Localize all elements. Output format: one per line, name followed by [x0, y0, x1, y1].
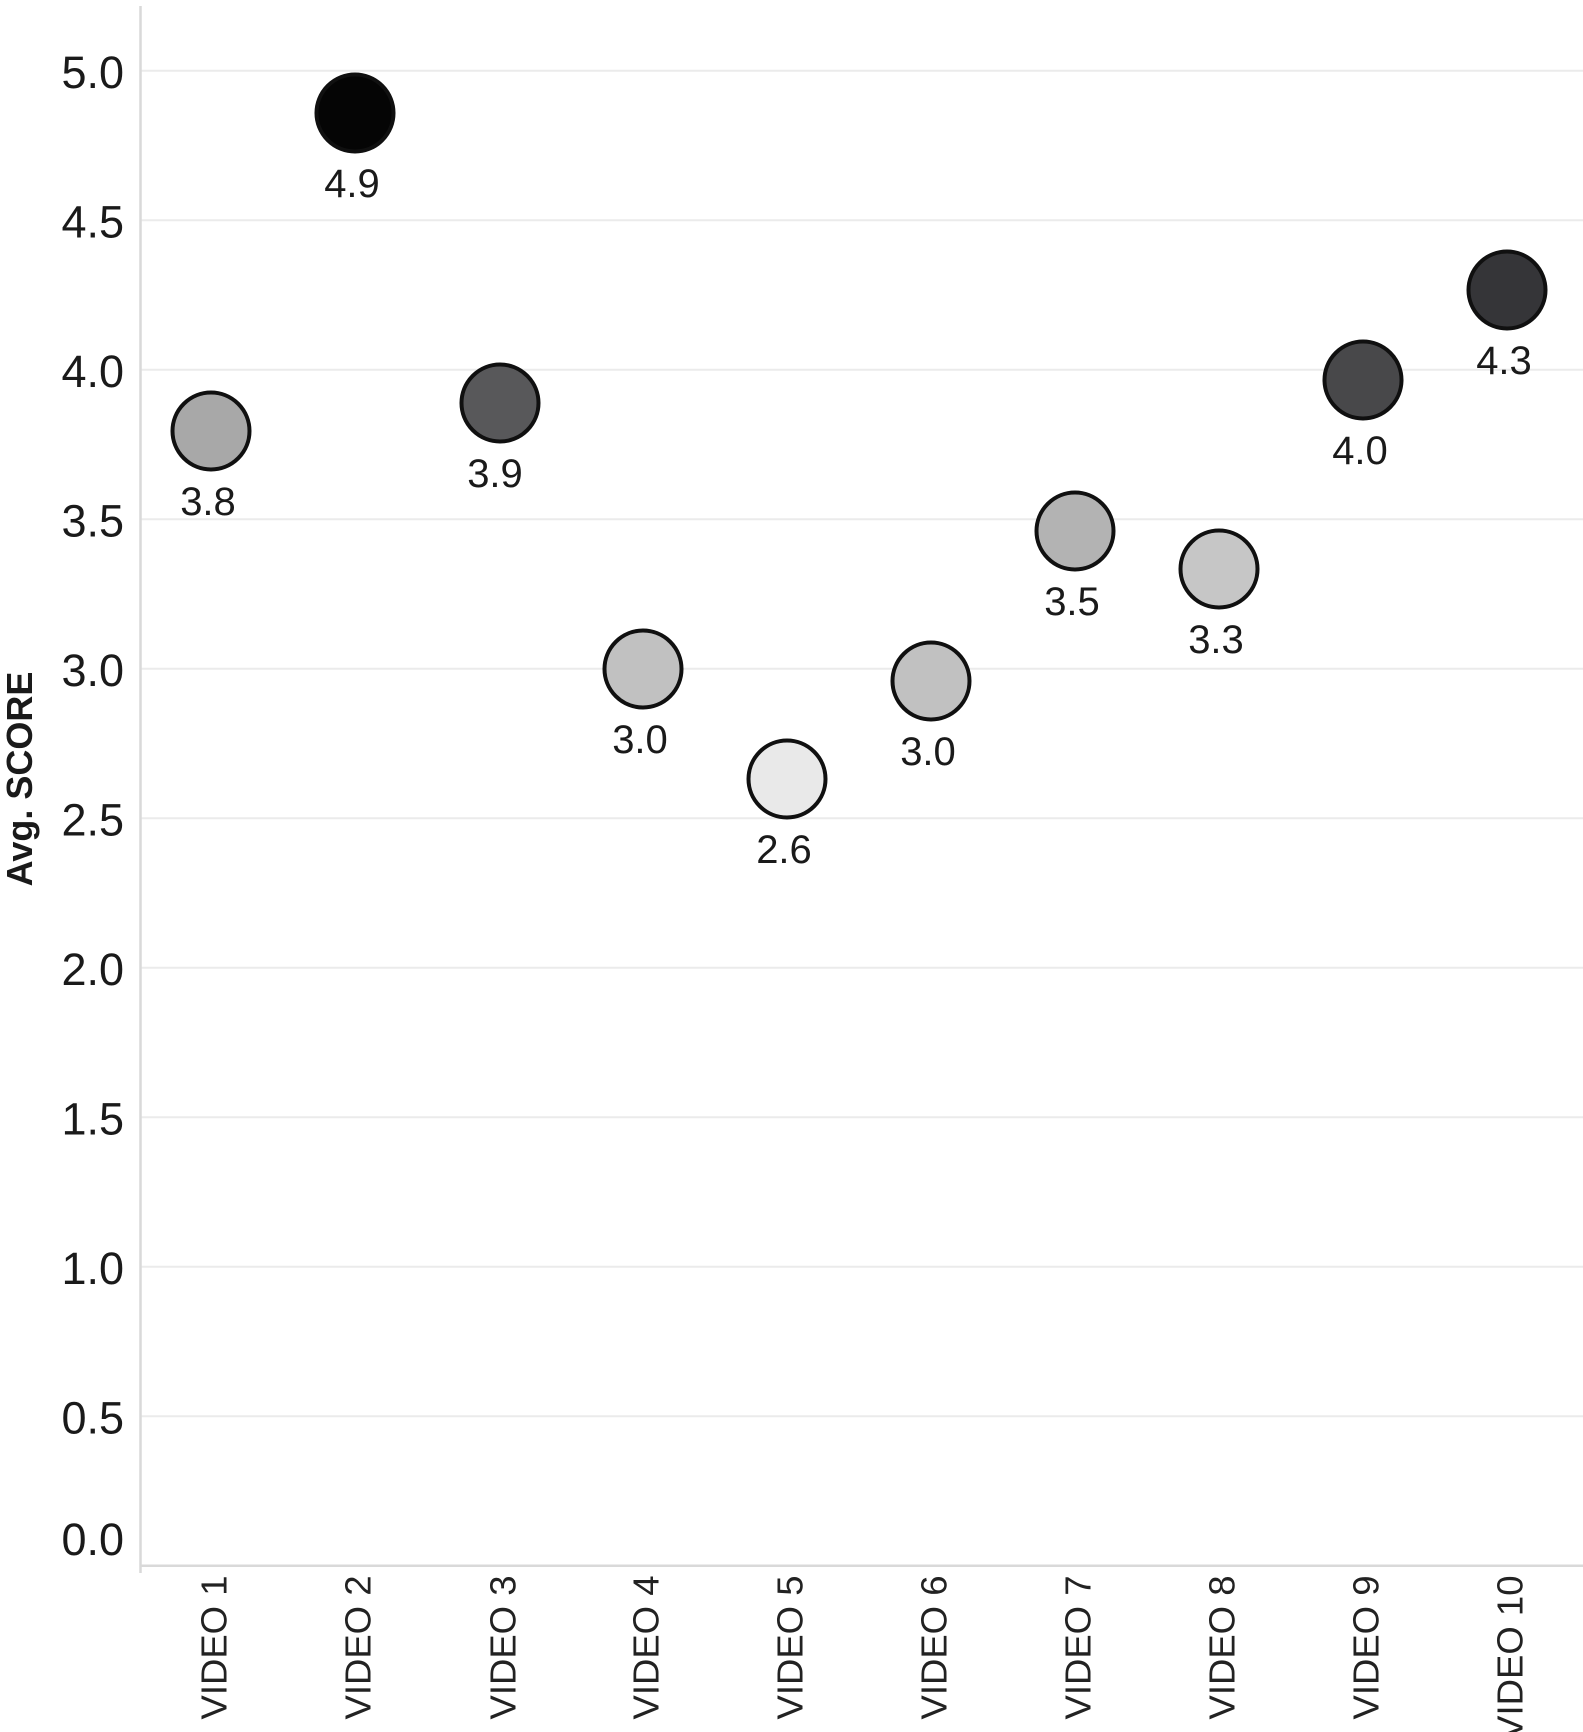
svg-text:3.5: 3.5 — [1044, 580, 1100, 624]
svg-text:4.0: 4.0 — [61, 346, 124, 397]
svg-text:VIDEO 5: VIDEO 5 — [770, 1576, 811, 1720]
svg-text:3.8: 3.8 — [180, 480, 236, 524]
svg-text:4.3: 4.3 — [1476, 339, 1532, 383]
svg-text:VIDEO 3: VIDEO 3 — [483, 1576, 524, 1720]
svg-text:3.0: 3.0 — [61, 645, 124, 696]
svg-text:4.5: 4.5 — [61, 196, 124, 247]
svg-text:2.5: 2.5 — [61, 794, 124, 845]
svg-text:0.5: 0.5 — [61, 1392, 124, 1443]
svg-text:VIDEO 8: VIDEO 8 — [1202, 1576, 1243, 1720]
svg-text:0.0: 0.0 — [61, 1514, 124, 1565]
svg-text:VIDEO 2: VIDEO 2 — [338, 1576, 379, 1720]
svg-text:2.0: 2.0 — [61, 944, 124, 995]
svg-text:4.9: 4.9 — [324, 162, 380, 206]
svg-text:4.0: 4.0 — [1332, 429, 1388, 473]
svg-text:3.0: 3.0 — [900, 730, 956, 774]
svg-text:3.0: 3.0 — [612, 718, 668, 762]
svg-text:Avg. SCORE: Avg. SCORE — [0, 672, 40, 887]
svg-text:3.5: 3.5 — [61, 495, 124, 546]
svg-text:VIDEO 7: VIDEO 7 — [1058, 1576, 1099, 1720]
svg-text:1.5: 1.5 — [61, 1093, 124, 1144]
svg-text:VIDEO 10: VIDEO 10 — [1490, 1576, 1531, 1732]
svg-text:VIDEO 9: VIDEO 9 — [1346, 1576, 1387, 1720]
svg-text:VIDEO 1: VIDEO 1 — [194, 1576, 235, 1720]
svg-text:VIDEO 6: VIDEO 6 — [914, 1576, 955, 1720]
svg-text:1.0: 1.0 — [61, 1243, 124, 1294]
svg-text:2.6: 2.6 — [756, 828, 812, 872]
svg-text:VIDEO 4: VIDEO 4 — [626, 1576, 667, 1720]
svg-text:3.3: 3.3 — [1188, 618, 1244, 662]
svg-text:3.9: 3.9 — [467, 452, 523, 496]
svg-text:5.0: 5.0 — [61, 47, 124, 98]
